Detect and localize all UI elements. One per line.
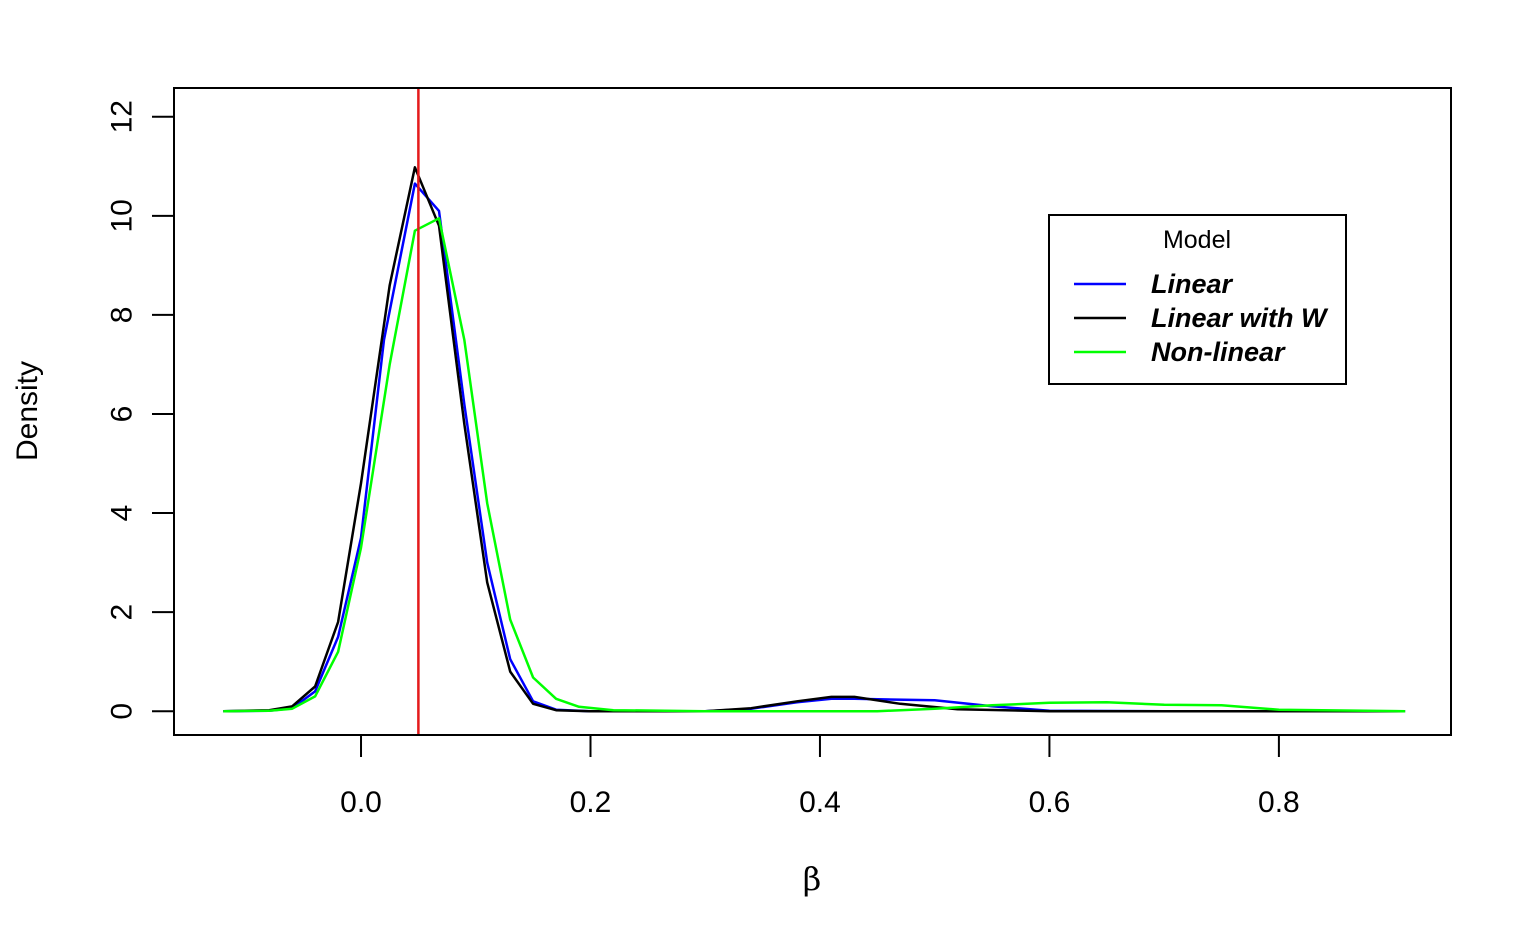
x-axis-label: β: [803, 860, 822, 898]
y-axis: 0 2 4 6 8 10 12: [106, 100, 175, 720]
x-tick-label: 0.2: [570, 786, 612, 819]
legend-box: [1048, 214, 1347, 385]
y-tick-label: 0: [106, 703, 139, 720]
x-tick-label: 0.6: [1029, 786, 1071, 819]
series-lines: [223, 166, 1406, 713]
y-tick-label: 6: [106, 406, 139, 423]
y-tick-label: 12: [106, 100, 139, 133]
series-line-0: [223, 182, 1406, 713]
x-tick-label: 0.0: [340, 786, 382, 819]
y-axis-label: Density: [11, 361, 44, 461]
series-line-1: [223, 166, 1406, 713]
plot-frame: [173, 87, 1452, 736]
legend-label-0: Linear: [1151, 269, 1234, 299]
x-tick-label: 0.4: [799, 786, 841, 819]
y-tick-label: 10: [106, 199, 139, 232]
series-line-2: [223, 217, 1406, 713]
y-tick-label: 2: [106, 604, 139, 621]
x-axis: 0.0 0.2 0.4 0.6 0.8: [340, 734, 1300, 819]
x-tick-label: 0.8: [1258, 786, 1300, 819]
legend-title: Model: [1163, 226, 1231, 254]
legend-label-2: Non-linear: [1151, 337, 1286, 367]
y-tick-label: 8: [106, 307, 139, 324]
y-tick-label: 4: [106, 505, 139, 522]
legend-items: Linear Linear with W Non-linear: [1074, 269, 1329, 367]
legend-label-1: Linear with W: [1151, 303, 1329, 333]
legend: Model Linear Linear with W Non-linear: [1048, 214, 1347, 385]
